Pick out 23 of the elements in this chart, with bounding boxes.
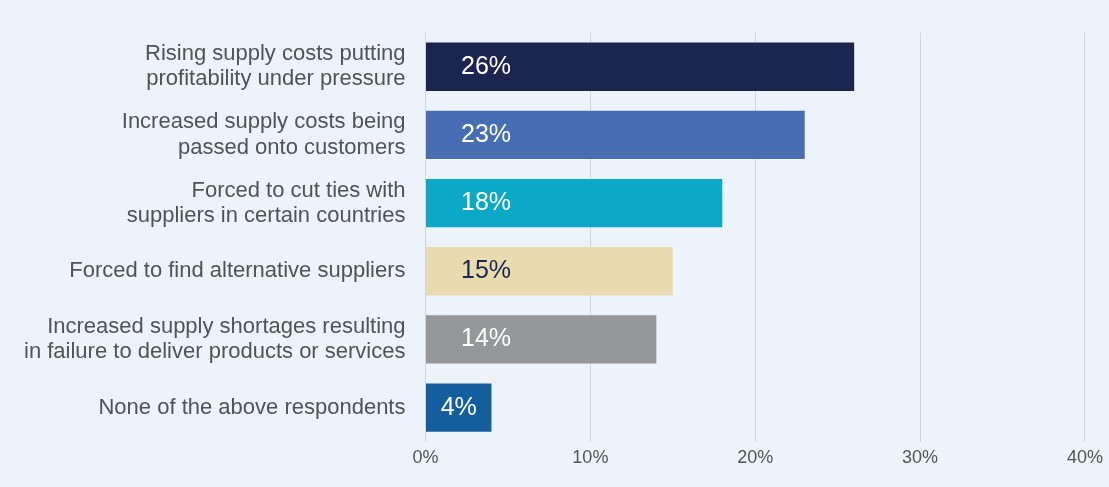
y-tick-label: Increased supply shortages resulting in failure to deliver products or services [24,312,406,364]
data-label: 4% [440,391,477,420]
data-label: 26% [461,50,512,79]
bar [426,178,723,228]
x-tick-label: 40% [1066,447,1103,468]
bar [426,42,855,91]
data-label: 15% [461,255,512,284]
y-tick-label: Forced to cut ties with suppliers in certain countries [126,176,406,227]
x-tick-label: 10% [572,447,609,468]
y-tick-label: Rising supply costs putting profitability under pressure [145,40,406,91]
y-tick-label: None of the above respondents [98,393,406,419]
y-tick-label: Forced to find alternative suppliers [69,257,406,283]
bar [426,110,805,160]
bar [426,247,673,296]
data-label: 14% [461,323,512,352]
data-label: 23% [461,118,512,147]
bar [426,315,657,364]
data-label: 18% [461,186,512,215]
x-tick-label: 30% [902,447,939,468]
bar [426,383,492,432]
y-tick-label: Increased supply costs being passed onto customers [121,108,406,159]
x-tick-label: 20% [737,447,774,468]
x-tick-label: 0% [412,447,439,468]
